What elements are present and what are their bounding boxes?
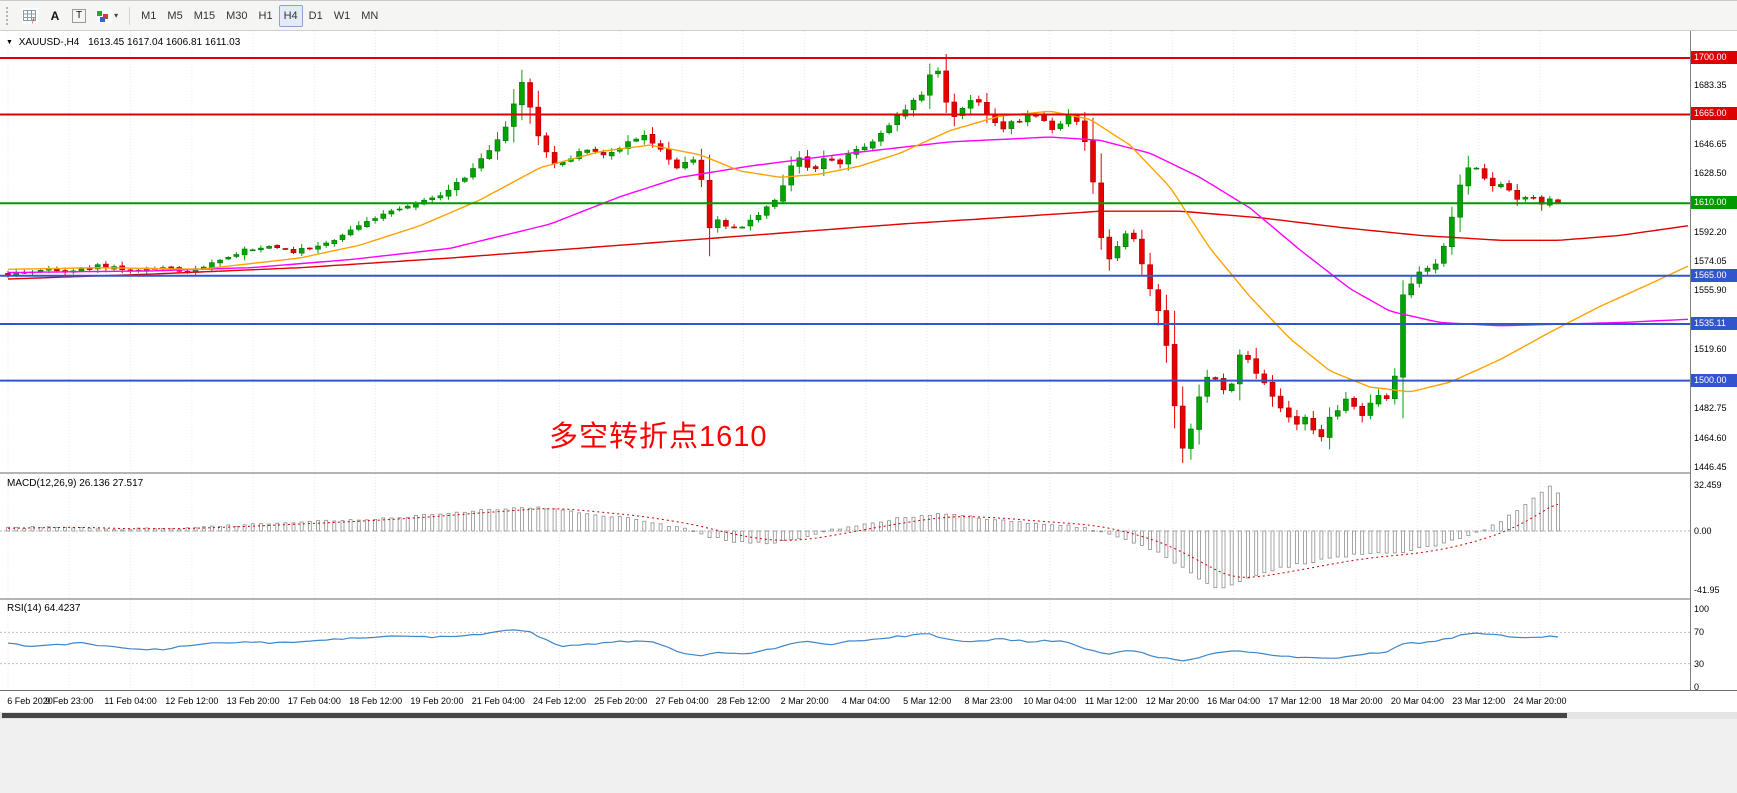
ohlc-values: 1613.45 1617.04 1606.81 1611.03: [88, 37, 241, 48]
price-axis-tick: 1464.60: [1694, 432, 1727, 443]
time-axis-label: 2 Mar 20:00: [780, 696, 829, 706]
symbol-label: XAUUSD-,H4: [18, 37, 80, 48]
price-line-label: 1700.00: [1691, 51, 1737, 64]
time-axis-label: 24 Feb 12:00: [532, 696, 587, 706]
price-line-label: 1500.00: [1691, 373, 1737, 387]
timeframe-button-m1[interactable]: M1: [136, 5, 161, 27]
price-axis-tick: 1574.05: [1694, 256, 1727, 267]
main-price-chart[interactable]: [0, 31, 1690, 472]
chevron-down-icon: ▾: [114, 11, 119, 20]
time-axis-label: 8 Mar 23:00: [964, 696, 1013, 706]
time-axis[interactable]: 6 Feb 2020 9 Feb 23:00 11 Feb 04:00 12 Feb …: [0, 690, 1737, 712]
macd-name: MACD(12,26,9): [7, 478, 77, 489]
toolbar-grip[interactable]: [6, 6, 11, 25]
time-axis-label: 21 Feb 04:00: [471, 696, 525, 706]
chart-ohlc-header: ▼ XAUUSD-,H4 1613.45 1617.04 1606.81 161…: [6, 37, 240, 48]
timeframe-button-m5[interactable]: M5: [162, 5, 187, 27]
rsi-value: 64.4237: [44, 603, 81, 614]
time-axis-label: 24 Mar 20:00: [1513, 696, 1567, 706]
time-axis-label: 18 Feb 12:00: [349, 696, 403, 706]
rsi-axis-tick: 30: [1694, 658, 1705, 669]
time-axis-label: 11 Mar 12:00: [1084, 696, 1138, 706]
price-axis-tick: 1482.75: [1694, 403, 1727, 414]
time-axis-label: 5 Mar 12:00: [903, 696, 952, 706]
time-axis-label: 6 Feb 2020: [7, 696, 53, 706]
rsi-axis-tick: 0: [1694, 682, 1700, 690]
rsi-axis-tick: 100: [1694, 604, 1710, 614]
timeframe-button-m15[interactable]: M15: [189, 5, 220, 27]
svg-text:f: f: [32, 18, 35, 24]
time-axis-label: 27 Feb 04:00: [655, 696, 709, 706]
price-axis-tick: 1555.90: [1694, 285, 1727, 296]
time-axis-label: 17 Feb 04:00: [287, 696, 341, 706]
macd-axis-tick: 0.00: [1694, 526, 1712, 536]
grid-tool-button[interactable]: f: [17, 5, 43, 27]
toolbar-separator: [129, 6, 131, 25]
panel-splitter[interactable]: [0, 472, 1737, 474]
macd-label: MACD(12,26,9) 26.136 27.517: [7, 478, 143, 489]
timeframe-group: M1 M5 M15 M30 H1 H4 D1 W1 MN: [136, 4, 383, 27]
time-axis-label: 12 Feb 12:00: [165, 696, 219, 706]
macd-axis-tick: -41.95: [1694, 585, 1720, 596]
timeframe-button-m30[interactable]: M30: [221, 5, 252, 27]
timeframe-button-w1[interactable]: W1: [329, 5, 356, 27]
text-label-icon: A: [50, 8, 60, 23]
price-line-label: 1565.00: [1691, 268, 1737, 282]
time-axis-label: 18 Mar 20:00: [1329, 696, 1383, 706]
rsi-name: RSI(14): [7, 603, 42, 614]
time-axis-label: 25 Feb 20:00: [594, 696, 648, 706]
time-axis-label: 10 Mar 04:00: [1023, 696, 1077, 706]
window-background: [0, 719, 1737, 793]
time-axis-label: 17 Mar 12:00: [1268, 696, 1322, 706]
text-frame-button[interactable]: T: [67, 5, 91, 27]
price-axis-tick: 1683.35: [1694, 79, 1727, 90]
timeframe-button-d1[interactable]: D1: [304, 5, 328, 27]
text-label-button[interactable]: A: [43, 5, 67, 27]
price-axis-tick: 1628.50: [1694, 168, 1727, 179]
horizontal-scrollbar[interactable]: [0, 712, 1737, 719]
panel-splitter[interactable]: [0, 598, 1737, 600]
collapse-arrow-icon[interactable]: ▼: [6, 39, 13, 46]
time-axis-label: 16 Mar 04:00: [1207, 696, 1261, 706]
price-line-label: 1535.11: [1691, 316, 1737, 330]
text-frame-icon: T: [72, 8, 87, 23]
time-axis-label: 9 Feb 23:00: [45, 696, 94, 706]
time-axis-label: 12 Mar 20:00: [1145, 696, 1199, 706]
time-axis-label: 28 Feb 12:00: [716, 696, 770, 706]
time-axis-label: 4 Mar 04:00: [841, 696, 890, 706]
objects-dropdown-button[interactable]: ▾: [91, 5, 123, 27]
timeframe-button-h1[interactable]: H1: [254, 5, 278, 27]
toolbar: f A T ▾ M1 M5 M15 M30 H1 H4 D1 W1 MN: [0, 1, 1737, 31]
time-axis-label: 23 Mar 12:00: [1452, 696, 1506, 706]
timeframe-button-mn[interactable]: MN: [356, 5, 383, 27]
price-axis-tick: 1646.65: [1694, 139, 1727, 150]
timeframe-button-h4[interactable]: H4: [278, 4, 303, 27]
price-axis-tick: 1446.45: [1694, 461, 1727, 472]
macd-indicator-panel[interactable]: [0, 474, 1690, 598]
price-axis-tick: 1592.20: [1694, 226, 1727, 237]
horizontal-scrollbar-thumb[interactable]: [2, 713, 1567, 718]
macd-values: 26.136 27.517: [79, 478, 144, 489]
rsi-axis-tick: 70: [1694, 627, 1705, 638]
price-line-label: 1610.00: [1691, 196, 1737, 210]
rsi-label: RSI(14) 64.4237: [7, 603, 80, 614]
chart-text-annotation[interactable]: 多空转折点1610: [549, 421, 768, 453]
objects-icon: [96, 8, 113, 23]
price-axis-tick: 1519.60: [1694, 343, 1727, 354]
price-line-label: 1665.00: [1691, 107, 1737, 121]
price-axis[interactable]: 1683.35 1646.65 1628.50 1592.20 1574.05 1555.…: [1690, 31, 1737, 690]
rsi-indicator-panel[interactable]: [0, 600, 1690, 690]
macd-axis-tick: 32.459: [1694, 480, 1722, 490]
time-axis-label: 20 Mar 04:00: [1390, 696, 1444, 706]
time-axis-label: 13 Feb 20:00: [226, 696, 280, 706]
time-axis-label: 19 Feb 20:00: [410, 696, 464, 706]
grid-icon: f: [22, 7, 38, 24]
time-axis-label: 11 Feb 04:00: [104, 696, 157, 706]
